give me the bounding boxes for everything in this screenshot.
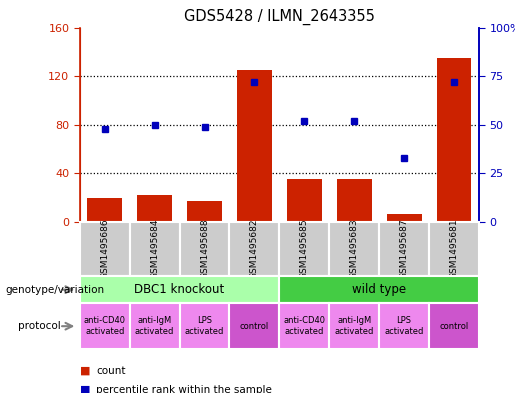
Text: control: control <box>240 322 269 331</box>
Bar <box>137 195 172 222</box>
Text: anti-CD40
activated: anti-CD40 activated <box>84 316 126 336</box>
Text: ■: ■ <box>80 366 90 376</box>
Text: GSM1495681: GSM1495681 <box>450 219 458 279</box>
Text: protocol: protocol <box>18 321 61 331</box>
Bar <box>230 222 280 276</box>
Bar <box>429 222 479 276</box>
Text: count: count <box>96 366 126 376</box>
Bar <box>130 222 180 276</box>
Text: percentile rank within the sample: percentile rank within the sample <box>96 385 272 393</box>
Bar <box>187 201 222 222</box>
Bar <box>329 222 379 276</box>
Text: GSM1495683: GSM1495683 <box>350 219 359 279</box>
Text: genotype/variation: genotype/variation <box>5 285 104 295</box>
Bar <box>130 303 180 349</box>
Bar <box>80 276 280 303</box>
Text: control: control <box>439 322 469 331</box>
Text: LPS
activated: LPS activated <box>384 316 424 336</box>
Bar <box>230 303 280 349</box>
Bar <box>429 303 479 349</box>
Text: GSM1495685: GSM1495685 <box>300 219 309 279</box>
Bar <box>329 303 379 349</box>
Bar <box>88 198 122 222</box>
Text: GSM1495687: GSM1495687 <box>400 219 408 279</box>
Title: GDS5428 / ILMN_2643355: GDS5428 / ILMN_2643355 <box>184 9 375 25</box>
Text: GSM1495684: GSM1495684 <box>150 219 159 279</box>
Text: GSM1495688: GSM1495688 <box>200 219 209 279</box>
Bar <box>280 276 479 303</box>
Bar <box>337 180 372 222</box>
Text: ■: ■ <box>80 385 90 393</box>
Bar <box>379 303 429 349</box>
Text: DBC1 knockout: DBC1 knockout <box>134 283 225 296</box>
Text: GSM1495682: GSM1495682 <box>250 219 259 279</box>
Bar <box>387 213 422 222</box>
Bar <box>237 70 272 222</box>
Bar <box>280 222 329 276</box>
Text: wild type: wild type <box>352 283 406 296</box>
Text: anti-IgM
activated: anti-IgM activated <box>335 316 374 336</box>
Text: anti-IgM
activated: anti-IgM activated <box>135 316 175 336</box>
Text: GSM1495686: GSM1495686 <box>100 219 109 279</box>
Bar <box>180 303 230 349</box>
Bar <box>180 222 230 276</box>
Bar <box>280 303 329 349</box>
Text: LPS
activated: LPS activated <box>185 316 224 336</box>
Bar <box>437 58 471 222</box>
Text: anti-CD40
activated: anti-CD40 activated <box>283 316 325 336</box>
Bar <box>379 222 429 276</box>
Bar <box>287 180 322 222</box>
Bar <box>80 222 130 276</box>
Bar <box>80 303 130 349</box>
